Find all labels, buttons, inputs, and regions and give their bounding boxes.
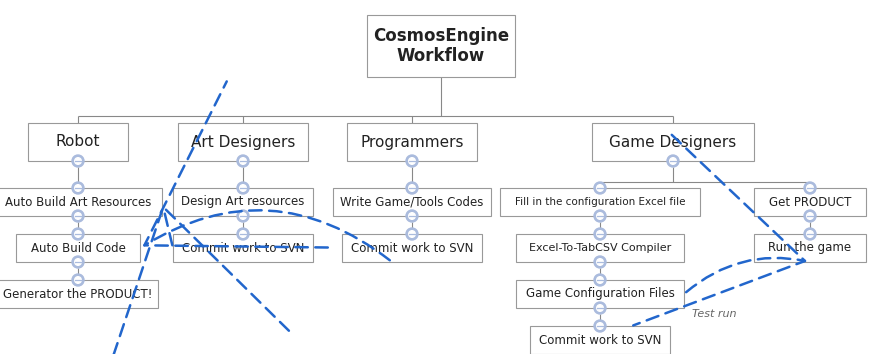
Text: Write Game/Tools Codes: Write Game/Tools Codes xyxy=(340,195,484,209)
Circle shape xyxy=(594,182,606,194)
Circle shape xyxy=(409,185,415,191)
Circle shape xyxy=(239,213,246,219)
Circle shape xyxy=(804,228,816,240)
Circle shape xyxy=(409,231,415,237)
Circle shape xyxy=(594,210,606,222)
Text: Game Designers: Game Designers xyxy=(609,135,736,149)
Circle shape xyxy=(72,155,84,167)
Circle shape xyxy=(804,210,816,222)
FancyBboxPatch shape xyxy=(0,188,162,216)
Circle shape xyxy=(75,259,81,265)
FancyBboxPatch shape xyxy=(0,280,158,308)
Circle shape xyxy=(669,158,676,164)
Circle shape xyxy=(237,210,249,222)
Circle shape xyxy=(597,305,603,311)
Text: Get PRODUCT: Get PRODUCT xyxy=(769,195,851,209)
Circle shape xyxy=(597,185,603,191)
Circle shape xyxy=(594,256,606,268)
Text: Programmers: Programmers xyxy=(360,135,464,149)
Circle shape xyxy=(807,231,813,237)
FancyBboxPatch shape xyxy=(754,188,866,216)
Circle shape xyxy=(409,213,415,219)
Circle shape xyxy=(597,259,603,265)
FancyBboxPatch shape xyxy=(516,280,684,308)
Circle shape xyxy=(72,210,84,222)
Circle shape xyxy=(667,155,679,167)
FancyArrowPatch shape xyxy=(105,207,294,354)
Text: Test run: Test run xyxy=(692,309,736,319)
Circle shape xyxy=(75,231,81,237)
Circle shape xyxy=(239,158,246,164)
Circle shape xyxy=(807,213,813,219)
FancyBboxPatch shape xyxy=(173,188,313,216)
FancyArrowPatch shape xyxy=(145,81,389,260)
Text: Excel-To-TabCSV Compiler: Excel-To-TabCSV Compiler xyxy=(529,243,671,253)
Text: Auto Build Art Resources: Auto Build Art Resources xyxy=(4,195,151,209)
Circle shape xyxy=(72,274,84,286)
Circle shape xyxy=(409,158,415,164)
Circle shape xyxy=(237,182,249,194)
FancyBboxPatch shape xyxy=(592,123,754,161)
Circle shape xyxy=(72,182,84,194)
Text: Run the game: Run the game xyxy=(768,241,851,255)
Circle shape xyxy=(239,231,246,237)
FancyBboxPatch shape xyxy=(28,123,128,161)
Circle shape xyxy=(406,155,418,167)
Circle shape xyxy=(594,320,606,332)
Text: Robot: Robot xyxy=(56,135,101,149)
FancyBboxPatch shape xyxy=(178,123,308,161)
FancyBboxPatch shape xyxy=(342,234,482,262)
Circle shape xyxy=(237,228,249,240)
FancyBboxPatch shape xyxy=(333,188,491,216)
Circle shape xyxy=(594,274,606,286)
Circle shape xyxy=(597,323,603,329)
Circle shape xyxy=(237,155,249,167)
FancyBboxPatch shape xyxy=(173,234,313,262)
Circle shape xyxy=(406,228,418,240)
Text: Generator the PRODUCT!: Generator the PRODUCT! xyxy=(4,287,153,301)
Text: Game Configuration Files: Game Configuration Files xyxy=(525,287,675,301)
Circle shape xyxy=(239,185,246,191)
FancyBboxPatch shape xyxy=(516,234,684,262)
Circle shape xyxy=(406,210,418,222)
Circle shape xyxy=(597,231,603,237)
FancyBboxPatch shape xyxy=(16,234,140,262)
Circle shape xyxy=(804,182,816,194)
FancyBboxPatch shape xyxy=(367,15,515,77)
FancyBboxPatch shape xyxy=(530,326,670,354)
Text: Fill in the configuration Excel file: Fill in the configuration Excel file xyxy=(515,197,685,207)
FancyArrowPatch shape xyxy=(633,135,805,325)
Text: CosmosEngine
Workflow: CosmosEngine Workflow xyxy=(373,27,509,65)
Circle shape xyxy=(597,213,603,219)
Circle shape xyxy=(72,228,84,240)
FancyBboxPatch shape xyxy=(754,234,866,262)
Circle shape xyxy=(75,158,81,164)
Circle shape xyxy=(75,277,81,283)
FancyBboxPatch shape xyxy=(347,123,477,161)
FancyBboxPatch shape xyxy=(500,188,700,216)
Circle shape xyxy=(406,182,418,194)
Text: Design Art resources: Design Art resources xyxy=(181,195,305,209)
Circle shape xyxy=(594,228,606,240)
Text: Commit work to SVN: Commit work to SVN xyxy=(182,241,304,255)
Circle shape xyxy=(75,213,81,219)
Circle shape xyxy=(594,302,606,314)
Text: Commit work to SVN: Commit work to SVN xyxy=(539,333,661,347)
Text: Auto Build Code: Auto Build Code xyxy=(31,241,125,255)
Text: Commit work to SVN: Commit work to SVN xyxy=(351,241,473,255)
Circle shape xyxy=(72,256,84,268)
Text: Art Designers: Art Designers xyxy=(191,135,295,149)
Circle shape xyxy=(597,277,603,283)
Circle shape xyxy=(75,185,81,191)
Circle shape xyxy=(807,185,813,191)
